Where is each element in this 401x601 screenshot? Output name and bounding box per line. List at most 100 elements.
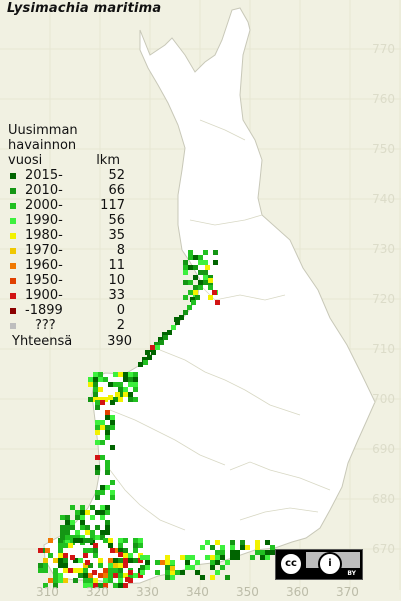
observation-square — [65, 530, 70, 535]
observation-square — [185, 560, 190, 565]
observation-square — [80, 505, 85, 510]
observation-square — [53, 573, 58, 578]
observation-square — [73, 558, 78, 563]
east-grid-label: 350 — [236, 585, 259, 599]
observation-square — [188, 255, 193, 260]
observation-square — [118, 538, 123, 543]
observation-square — [90, 530, 95, 535]
observation-square — [88, 382, 93, 387]
cc-by-license-badge[interactable]: cc i BY — [275, 549, 363, 580]
north-grid-label: 750 — [372, 142, 395, 156]
observation-square — [118, 372, 123, 377]
observation-square — [133, 387, 138, 392]
observation-square — [68, 543, 73, 548]
observation-square — [100, 425, 105, 430]
observation-square — [58, 573, 63, 578]
observation-square — [155, 560, 160, 565]
observation-square — [75, 510, 80, 515]
observation-square — [105, 460, 110, 465]
legend-row: 1950- 10 — [8, 273, 148, 288]
legend-count: 56 — [108, 213, 125, 228]
observation-square — [220, 555, 225, 560]
observation-square — [260, 550, 265, 555]
observation-square — [225, 575, 230, 580]
observation-square — [123, 553, 128, 558]
cc-icon: cc — [279, 552, 303, 576]
observation-squares — [38, 250, 280, 588]
north-grid-label: 770 — [372, 42, 395, 56]
observation-square — [230, 545, 235, 550]
observation-square — [235, 555, 240, 560]
observation-square — [80, 510, 85, 515]
legend-swatch — [10, 247, 16, 254]
observation-square — [78, 558, 83, 563]
observation-square — [78, 538, 83, 543]
observation-square — [133, 543, 138, 548]
legend-row: 2015- 52 — [8, 168, 148, 183]
observation-square — [108, 395, 113, 400]
legend-row: 2000- 117 — [8, 198, 148, 213]
legend-swatch — [10, 292, 16, 299]
observation-square — [100, 515, 105, 520]
observation-square — [38, 548, 43, 553]
observation-square — [193, 290, 198, 295]
observation-square — [191, 300, 196, 305]
observation-square — [210, 555, 215, 560]
license-by-label: BY — [347, 570, 356, 577]
observation-square — [210, 545, 215, 550]
observation-square — [115, 392, 120, 397]
legend-count: 35 — [108, 228, 125, 243]
observation-square — [113, 573, 118, 578]
observation-square — [75, 535, 80, 540]
observation-square — [105, 410, 110, 415]
north-grid-label: 720 — [372, 292, 395, 306]
observation-square — [230, 550, 235, 555]
observation-square — [123, 377, 128, 382]
observation-square — [88, 397, 93, 402]
observation-square — [88, 578, 93, 583]
observation-square — [193, 255, 198, 260]
observation-square — [93, 372, 98, 377]
legend-count: 10 — [108, 273, 125, 288]
observation-square — [125, 577, 130, 582]
observation-square — [90, 505, 95, 510]
observation-square — [170, 570, 175, 575]
north-grid-label: 680 — [372, 492, 395, 506]
observation-square — [158, 337, 163, 342]
observation-square — [170, 560, 175, 565]
observation-square — [98, 563, 103, 568]
legend-label: 2000- — [25, 198, 63, 213]
observation-square — [118, 392, 123, 397]
legend-row: 1990- 56 — [8, 213, 148, 228]
legend-label: 1900- — [25, 288, 63, 303]
observation-square — [58, 553, 63, 558]
observation-square — [93, 377, 98, 382]
observation-square — [205, 540, 210, 545]
legend-count: 117 — [100, 198, 125, 213]
observation-square — [93, 548, 98, 553]
legend-swatch — [10, 202, 16, 209]
observation-square — [179, 315, 184, 320]
observation-square — [208, 278, 213, 283]
observation-square — [88, 538, 93, 543]
observation-square — [60, 530, 65, 535]
observation-square — [110, 548, 115, 553]
observation-square — [98, 397, 103, 402]
observation-square — [105, 425, 110, 430]
observation-square — [183, 280, 188, 285]
observation-square — [70, 520, 75, 525]
observation-square — [58, 548, 63, 553]
observation-square — [38, 563, 43, 568]
observation-square — [128, 558, 133, 563]
observation-square — [90, 535, 95, 540]
observation-square — [88, 377, 93, 382]
observation-square — [255, 540, 260, 545]
observation-square — [73, 538, 78, 543]
observation-square — [220, 550, 225, 555]
observation-square — [133, 377, 138, 382]
legend-row: 2010- 66 — [8, 183, 148, 198]
observation-square — [100, 490, 105, 495]
observation-square — [85, 525, 90, 530]
observation-square — [208, 295, 213, 300]
observation-square — [95, 510, 100, 515]
